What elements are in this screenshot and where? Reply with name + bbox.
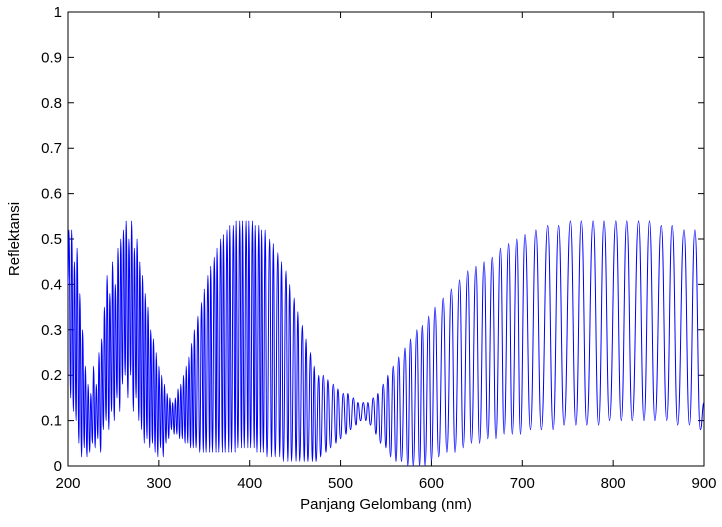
- y-tick-label: 0.8: [41, 95, 62, 112]
- x-tick-label: 200: [55, 475, 80, 492]
- y-tick-label: 0.5: [41, 231, 62, 248]
- y-tick-label: 0.1: [41, 413, 62, 430]
- x-tick-label: 400: [237, 475, 262, 492]
- plot-box: [67, 11, 705, 467]
- y-tick-label: 0.2: [41, 367, 62, 384]
- x-tick-label: 900: [691, 475, 716, 492]
- y-tick-label: 0.7: [41, 140, 62, 157]
- x-tick-label: 300: [146, 475, 171, 492]
- y-tick-label: 1: [54, 4, 62, 21]
- data-line: [67, 220, 705, 467]
- y-tick-label: 0.4: [41, 276, 62, 293]
- x-tick-label: 600: [419, 475, 444, 492]
- y-tick-label: 0: [54, 458, 62, 475]
- y-tick-label: 0.6: [41, 186, 62, 203]
- x-tick-label: 500: [328, 475, 353, 492]
- x-axis-label: Panjang Gelombang (nm): [300, 496, 472, 513]
- y-axis-label: Reflektansi: [6, 202, 23, 276]
- x-tick-label: 800: [601, 475, 626, 492]
- x-tick-label: 700: [510, 475, 535, 492]
- y-tick-label: 0.3: [41, 322, 62, 339]
- y-tick-label: 0.9: [41, 49, 62, 66]
